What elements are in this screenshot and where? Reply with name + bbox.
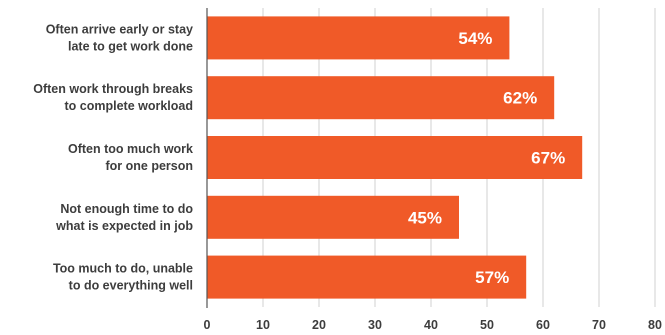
bar-2 xyxy=(207,136,583,179)
x-tick-label-10: 10 xyxy=(256,318,270,332)
x-tick-label-80: 80 xyxy=(648,318,662,332)
x-axis-ticks: 0 10 20 30 40 50 60 70 80 xyxy=(204,318,662,332)
bar-3 xyxy=(207,195,459,239)
category-label-0: Often arrive early or stay late to get wo… xyxy=(46,22,193,53)
data-label-1: 62% xyxy=(503,89,537,108)
data-label-2: 67% xyxy=(531,149,565,168)
category-label-3: Not enough time to do what is expected in… xyxy=(55,202,193,233)
data-label-4: 57% xyxy=(475,268,509,287)
category-label-4: Too much to do, unable to do everything w… xyxy=(53,262,193,293)
x-tick-label-60: 60 xyxy=(536,318,550,332)
x-tick-label-0: 0 xyxy=(204,318,211,332)
x-tick-label-20: 20 xyxy=(312,318,326,332)
bars: 54% 62% 67% 45% 57% xyxy=(207,16,583,299)
bar-4 xyxy=(207,255,527,299)
category-label-2: Often too much work for one person xyxy=(68,142,193,173)
data-label-0: 54% xyxy=(458,29,492,48)
x-tick-label-30: 30 xyxy=(368,318,382,332)
bar-0 xyxy=(207,16,510,60)
x-tick-label-40: 40 xyxy=(424,318,438,332)
x-tick-label-50: 50 xyxy=(480,318,494,332)
data-label-3: 45% xyxy=(408,208,442,227)
category-labels: Often arrive early or stay late to get wo… xyxy=(33,22,193,292)
category-label-1: Often work through breaks to complete wor… xyxy=(33,82,193,113)
bar-1 xyxy=(207,76,555,120)
x-tick-label-70: 70 xyxy=(592,318,606,332)
